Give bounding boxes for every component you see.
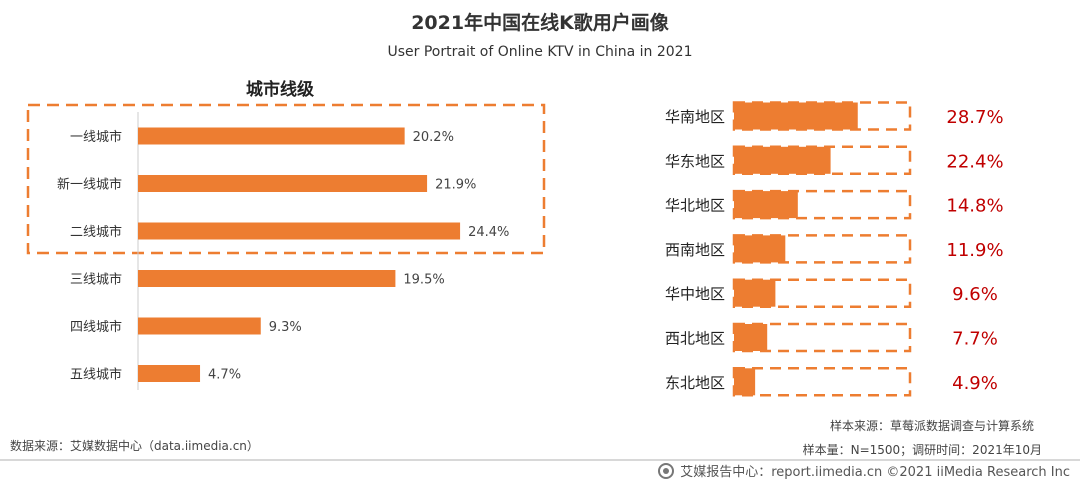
city-tier-label: 四线城市 xyxy=(70,319,122,335)
city-tier-title: 城市线级 xyxy=(246,80,314,100)
sample-source-note: 样本来源：草莓派数据调查与计算系统 xyxy=(829,419,1034,433)
city-tier-label: 五线城市 xyxy=(70,367,122,383)
region-label: 东北地区 xyxy=(665,374,725,392)
footer-text: 艾媒报告中心：report.iimedia.cn ©2021 iiMedia R… xyxy=(680,465,1070,480)
city-tier-bar xyxy=(138,175,428,192)
city-tier-label: 三线城市 xyxy=(70,272,122,288)
region-value-label: 14.8% xyxy=(946,196,1003,217)
city-tier-value-label: 4.7% xyxy=(208,368,241,383)
city-tier-value-label: 9.3% xyxy=(269,320,302,335)
city-tier-value-label: 21.9% xyxy=(435,178,476,193)
city-tier-bar xyxy=(138,317,261,335)
region-value-label: 11.9% xyxy=(946,240,1003,261)
region-value-label: 9.6% xyxy=(952,284,998,305)
footer-bar xyxy=(0,459,1080,485)
region-label: 华南地区 xyxy=(665,108,725,126)
region-label: 西北地区 xyxy=(665,330,725,348)
region-value-label: 22.4% xyxy=(946,151,1003,172)
city-tier-bar xyxy=(138,222,461,240)
iimedia-logo-icon xyxy=(658,462,675,479)
chart-subtitle: User Portrait of Online KTV in China in … xyxy=(387,44,693,60)
region-value-label: 28.7% xyxy=(946,107,1003,128)
region-track xyxy=(732,367,912,397)
region-track xyxy=(732,189,912,220)
city-tier-value-label: 20.2% xyxy=(413,130,454,145)
city-tier-label: 二线城市 xyxy=(70,224,122,240)
sample-size-note: 样本量：N=1500；调研时间：2021年10月 xyxy=(802,443,1042,457)
region-bar xyxy=(734,279,776,307)
region-track xyxy=(732,322,912,353)
region-bar xyxy=(734,235,786,263)
city-tier-bar xyxy=(138,270,396,287)
region-bar xyxy=(734,102,858,130)
highlight-dashed-box xyxy=(26,103,546,255)
region-value-label: 7.7% xyxy=(952,329,998,350)
region-track xyxy=(732,278,912,308)
footer: 艾媒报告中心：report.iimedia.cn ©2021 iiMedia R… xyxy=(658,461,1070,480)
city-tier-label: 新一线城市 xyxy=(57,177,122,193)
city-tier-value-label: 19.5% xyxy=(403,273,444,288)
region-label: 华中地区 xyxy=(665,285,725,303)
region-label: 华东地区 xyxy=(665,152,725,170)
region-bar xyxy=(734,146,831,174)
region-label: 华北地区 xyxy=(665,197,725,215)
region-track xyxy=(732,234,912,264)
data-source-note: 数据来源：艾媒数据中心（data.iimedia.cn） xyxy=(10,439,259,453)
region-bar xyxy=(734,191,798,219)
chart-title: 2021年中国在线K歌用户画像 xyxy=(411,12,669,34)
region-label: 西南地区 xyxy=(665,241,725,259)
city-tier-bar xyxy=(138,127,405,145)
city-tier-label: 一线城市 xyxy=(70,129,122,145)
city-tier-bar xyxy=(138,365,201,382)
city-tier-value-label: 24.4% xyxy=(468,225,509,240)
region-bar xyxy=(734,368,756,396)
region-bar xyxy=(734,324,768,351)
region-value-label: 4.9% xyxy=(952,373,998,394)
